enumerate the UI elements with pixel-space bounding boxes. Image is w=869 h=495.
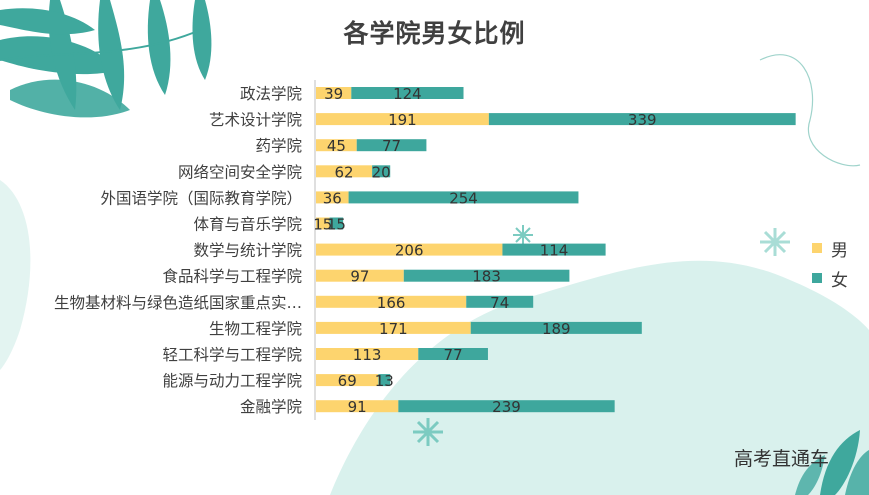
data-label-male: 91 bbox=[348, 398, 367, 416]
category-label: 轻工科学与工程学院 bbox=[162, 345, 302, 364]
legend-item-male: 男 bbox=[812, 233, 848, 263]
data-label-female: 254 bbox=[449, 189, 478, 207]
data-label-male: 206 bbox=[395, 242, 424, 260]
bar-male bbox=[316, 400, 399, 413]
background-blob-small bbox=[0, 180, 31, 370]
category-label: 艺术设计学院 bbox=[209, 110, 302, 129]
bar-female bbox=[470, 321, 642, 334]
bar-female bbox=[329, 217, 344, 230]
bar-female bbox=[466, 295, 534, 308]
bar-female bbox=[502, 243, 606, 256]
palm-leaf-icon bbox=[147, 0, 171, 95]
bar-male bbox=[316, 139, 357, 152]
legend-swatch-male bbox=[812, 243, 822, 253]
bar-male bbox=[316, 165, 373, 178]
palm-leaf-icon bbox=[98, 0, 125, 110]
data-label-female: 20 bbox=[372, 163, 391, 181]
category-label: 外国语学院（国际教育学院） bbox=[100, 188, 302, 207]
data-label-female: 74 bbox=[490, 294, 509, 312]
bar-male bbox=[316, 217, 330, 230]
category-label: 网络空间安全学院 bbox=[178, 162, 302, 181]
palm-leaf-icon bbox=[795, 455, 825, 495]
palm-leaf-icon bbox=[0, 8, 95, 35]
data-label-male: 191 bbox=[388, 111, 417, 129]
category-label: 政法学院 bbox=[240, 84, 302, 103]
bar-male bbox=[316, 243, 503, 256]
data-label-female: 15 bbox=[327, 216, 346, 234]
bar-female bbox=[488, 113, 796, 126]
bar-female bbox=[378, 374, 391, 387]
chart-title: 各学院男女比例 bbox=[343, 19, 526, 48]
data-label-male: 69 bbox=[338, 372, 357, 390]
watermark-text: 高考直通车 bbox=[734, 448, 830, 470]
palm-leaf-icon bbox=[845, 450, 869, 495]
category-label: 能源与动力工程学院 bbox=[162, 371, 302, 390]
category-label: 生物基材料与绿色造纸国家重点实… bbox=[54, 294, 302, 312]
data-label-male: 36 bbox=[323, 189, 342, 207]
palm-leaf-icon bbox=[192, 0, 212, 80]
data-label-male: 113 bbox=[353, 346, 382, 364]
bar-male bbox=[316, 113, 489, 126]
category-label: 金融学院 bbox=[240, 397, 302, 416]
palm-leaf-icon bbox=[820, 430, 860, 495]
data-label-female: 77 bbox=[444, 346, 463, 364]
data-label-male: 166 bbox=[377, 294, 406, 312]
background-blob bbox=[330, 260, 869, 495]
legend-swatch-female bbox=[812, 273, 822, 283]
bar-female bbox=[403, 269, 570, 282]
data-label-female: 183 bbox=[472, 268, 501, 286]
bar-male bbox=[316, 295, 467, 308]
data-label-male: 39 bbox=[324, 85, 343, 103]
decorative-curve bbox=[759, 54, 861, 167]
bar-male bbox=[316, 348, 419, 360]
bar-female bbox=[356, 139, 427, 152]
bar-male bbox=[316, 191, 349, 204]
bar-male bbox=[316, 321, 471, 334]
bar-male bbox=[316, 374, 379, 387]
bar-female bbox=[372, 165, 391, 178]
data-label-female: 114 bbox=[540, 242, 569, 260]
data-label-male: 62 bbox=[335, 163, 354, 181]
sparkle-icon bbox=[413, 418, 443, 446]
data-label-male: 45 bbox=[327, 137, 346, 155]
sparkle-icon bbox=[513, 225, 533, 245]
bar-male bbox=[316, 269, 404, 282]
data-label-female: 77 bbox=[382, 137, 401, 155]
legend-label-female: 女 bbox=[831, 270, 848, 291]
sparkle-icon bbox=[760, 228, 790, 256]
category-label: 食品科学与工程学院 bbox=[162, 267, 302, 286]
category-label: 数学与统计学院 bbox=[193, 241, 302, 260]
data-label-female: 189 bbox=[542, 320, 571, 338]
leaf-decoration-bottomright bbox=[795, 430, 869, 495]
data-label-female: 124 bbox=[393, 85, 422, 103]
bar-female bbox=[398, 400, 615, 413]
data-label-female: 239 bbox=[492, 398, 521, 416]
category-label: 药学院 bbox=[255, 136, 302, 155]
data-label-female: 13 bbox=[375, 372, 394, 390]
bar-female bbox=[348, 191, 579, 204]
category-label: 体育与音乐学院 bbox=[193, 215, 302, 234]
bar-male bbox=[316, 87, 352, 99]
data-label-female: 339 bbox=[628, 111, 657, 129]
bar-female bbox=[351, 87, 464, 99]
data-label-male: 97 bbox=[350, 268, 369, 286]
bars bbox=[316, 87, 796, 413]
legend-label-male: 男 bbox=[831, 240, 848, 261]
legend: 男 女 bbox=[812, 233, 848, 293]
data-label-male: 171 bbox=[379, 320, 408, 338]
bar-female bbox=[418, 348, 488, 360]
leaf-decoration-line bbox=[0, 29, 201, 61]
data-label-male: 15 bbox=[313, 216, 332, 234]
leaf-decoration-topleft bbox=[0, 0, 212, 118]
legend-item-female: 女 bbox=[812, 263, 848, 293]
category-label: 生物工程学院 bbox=[209, 319, 302, 338]
